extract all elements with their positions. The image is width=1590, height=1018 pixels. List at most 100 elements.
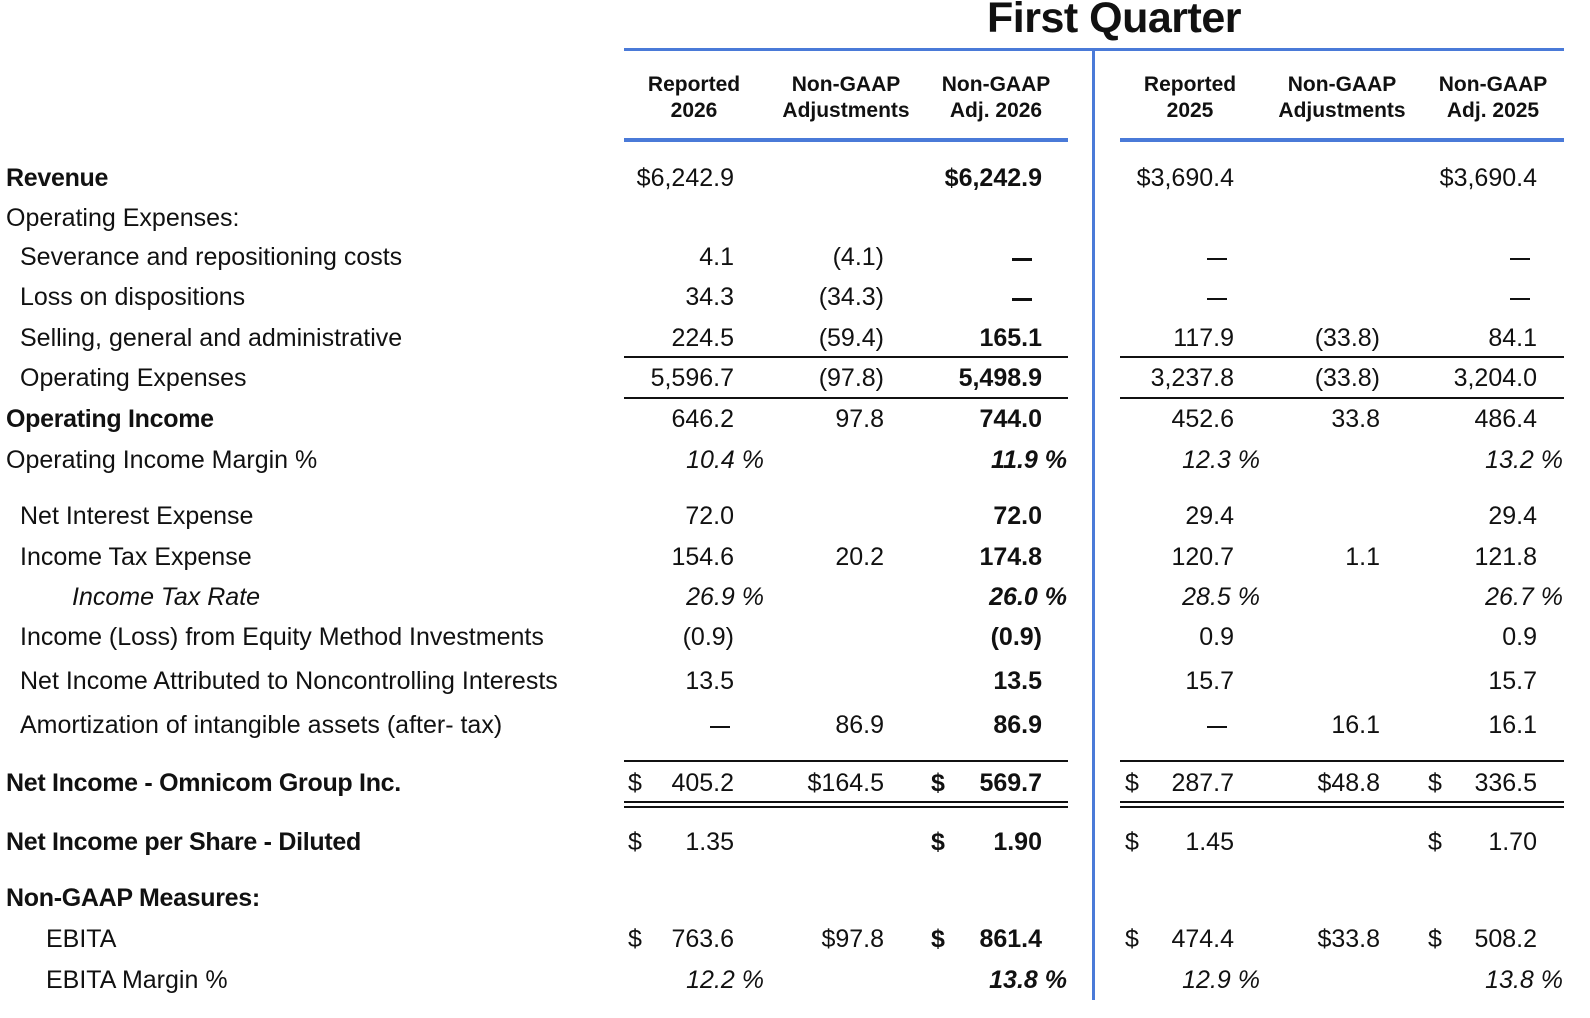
table-cell: 13.5: [993, 667, 1042, 695]
period-divider: [1092, 50, 1095, 1000]
column-header: Reported 2026: [647, 73, 741, 122]
currency-symbol: $: [1125, 925, 1139, 953]
table-cell: 12.9 %: [1182, 966, 1260, 994]
table-cell: 224.5: [671, 324, 734, 352]
table-cell: 1.35: [685, 828, 734, 856]
table-cell: 12.2 %: [686, 966, 764, 994]
currency-symbol: $: [1125, 769, 1139, 797]
double-rule-netincome: [1120, 806, 1564, 808]
table-cell: 1.1: [1345, 543, 1380, 571]
row-label-sga: Selling, general and administrative: [20, 324, 403, 352]
row-label-noncontrolling: Net Income Attributed to Noncontrolling …: [20, 667, 558, 695]
row-label-ebita-margin: EBITA Margin %: [46, 966, 228, 994]
double-rule-netincome: [1120, 801, 1564, 803]
table-cell: 28.5 %: [1182, 583, 1260, 611]
table-cell: (0.9): [990, 623, 1042, 651]
currency-symbol: $: [931, 769, 945, 797]
rule-above-opincome: [624, 397, 1068, 399]
table-cell: (0.9): [682, 623, 734, 651]
table-cell: 4.1: [699, 243, 734, 271]
table-cell: 15.7: [1488, 667, 1537, 695]
table-cell: 86.9: [835, 711, 884, 739]
table-cell: 117.9: [1173, 324, 1234, 352]
table-cell: 29.4: [1185, 502, 1234, 530]
table-cell: 165.1: [979, 324, 1042, 352]
table-cell: $6,242.9: [636, 164, 734, 192]
table-cell: (4.1): [832, 243, 884, 271]
table-cell: 1.45: [1185, 828, 1234, 856]
table-cell: 508.2: [1474, 925, 1537, 953]
table-cell: (34.3): [818, 283, 884, 311]
row-label-operating-income: Operating Income: [6, 405, 214, 433]
currency-symbol: $: [931, 925, 945, 953]
row-label-net-interest: Net Interest Expense: [20, 502, 254, 530]
table-cell: (33.8): [1314, 324, 1380, 352]
table-cell: 646.2: [671, 405, 734, 433]
table-cell: 26.0 %: [989, 583, 1067, 611]
table-cell: 174.8: [979, 543, 1042, 571]
table-title: First Quarter: [987, 0, 1241, 42]
table-cell: 154.6: [671, 543, 734, 571]
table-cell: $164.5: [807, 769, 884, 797]
dash-cell: [1207, 298, 1227, 300]
table-cell: 13.5: [685, 667, 734, 695]
table-cell: 16.1: [1331, 711, 1380, 739]
column-header: Non-GAAP Adjustments: [1278, 73, 1406, 122]
double-rule-netincome: [624, 801, 1068, 803]
table-cell: 26.7 %: [1485, 583, 1563, 611]
row-label-equity-method: Income (Loss) from Equity Method Investm…: [20, 623, 544, 651]
row-label-net-income: Net Income - Omnicom Group Inc.: [6, 769, 401, 797]
dash-cell: [1012, 258, 1032, 261]
rule-above-netincome: [1120, 760, 1564, 762]
row-label-opex-header: Operating Expenses:: [6, 204, 240, 232]
table-cell: 3,237.8: [1150, 364, 1234, 392]
currency-symbol: $: [628, 828, 642, 856]
currency-symbol: $: [1428, 925, 1442, 953]
currency-symbol: $: [1428, 769, 1442, 797]
table-cell: 26.9 %: [686, 583, 764, 611]
table-cell: 13.8 %: [989, 966, 1067, 994]
table-cell: 86.9: [993, 711, 1042, 739]
row-label-ebita: EBITA: [46, 925, 117, 953]
table-cell: 29.4: [1488, 502, 1537, 530]
dash-cell: [1510, 258, 1530, 260]
header-blue-rule-2026: [624, 138, 1068, 142]
currency-symbol: $: [1428, 828, 1442, 856]
table-cell: 5,498.9: [958, 364, 1042, 392]
table-cell: $97.8: [821, 925, 884, 953]
currency-symbol: $: [628, 925, 642, 953]
dash-cell: [1510, 298, 1530, 300]
column-header: Non-GAAP Adj. 2025: [1438, 73, 1548, 122]
table-cell: $3,690.4: [1439, 164, 1537, 192]
currency-symbol: $: [931, 828, 945, 856]
rule-above-opex: [1120, 356, 1564, 358]
table-cell: 1.90: [993, 828, 1042, 856]
rule-above-opincome: [1120, 397, 1564, 399]
table-cell: 11.9 %: [991, 446, 1067, 474]
table-cell: 15.7: [1185, 667, 1234, 695]
row-label-tax-rate: Income Tax Rate: [72, 583, 261, 611]
table-cell: 569.7: [979, 769, 1042, 797]
currency-symbol: $: [1125, 828, 1139, 856]
column-header: Non-GAAP Adjustments: [782, 73, 910, 122]
table-cell: 12.3 %: [1182, 446, 1260, 474]
table-cell: 3,204.0: [1453, 364, 1537, 392]
column-header: Reported 2025: [1143, 73, 1237, 122]
table-cell: 20.2: [835, 543, 884, 571]
table-cell: 97.8: [835, 405, 884, 433]
dash-cell: [710, 726, 730, 728]
table-cell: $3,690.4: [1136, 164, 1234, 192]
row-label-revenue: Revenue: [6, 164, 109, 192]
column-header: Non-GAAP Adj. 2026: [941, 73, 1051, 122]
table-cell: 120.7: [1171, 543, 1234, 571]
table-cell: 0.9: [1199, 623, 1234, 651]
dash-cell: [1207, 258, 1227, 260]
rule-above-netincome: [624, 760, 1068, 762]
dash-cell: [1012, 298, 1032, 301]
table-cell: $33.8: [1317, 925, 1380, 953]
table-cell: 72.0: [993, 502, 1042, 530]
table-cell: 5,596.7: [650, 364, 734, 392]
double-rule-netincome: [624, 806, 1068, 808]
table-cell: 33.8: [1331, 405, 1380, 433]
table-cell: 84.1: [1488, 324, 1537, 352]
